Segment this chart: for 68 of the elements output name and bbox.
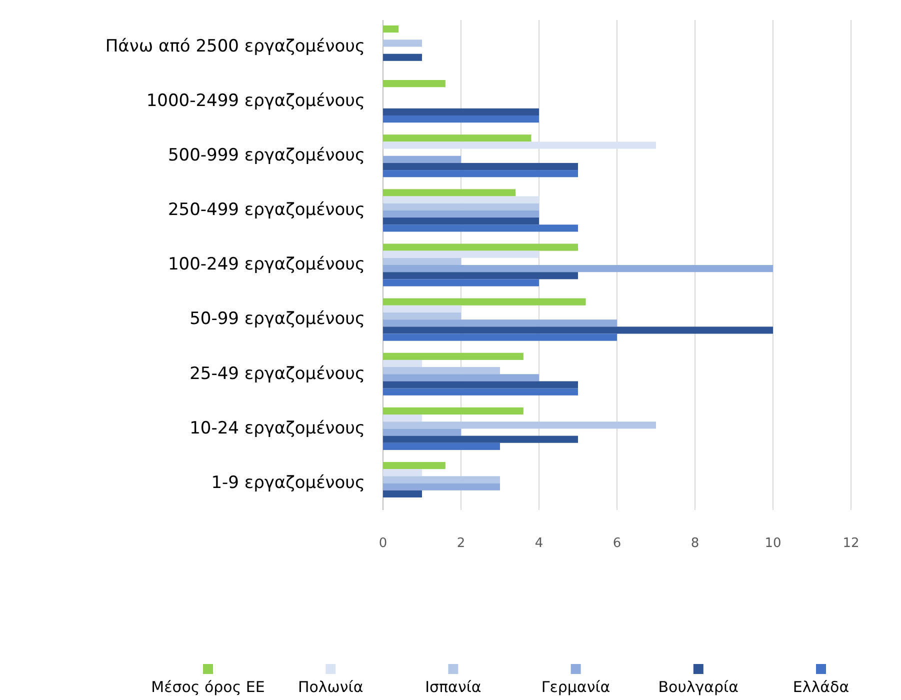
bar — [383, 334, 617, 341]
bar — [383, 305, 461, 312]
bar — [383, 54, 422, 61]
bar — [383, 265, 773, 272]
bar — [383, 272, 578, 280]
bar — [383, 80, 446, 88]
y-tick-label: 1-9 εργαζομένους — [211, 472, 365, 493]
bar — [383, 320, 617, 327]
bar — [383, 388, 578, 396]
y-tick-label: 100-249 εργαζομένους — [168, 254, 365, 275]
x-tick-label: 8 — [690, 536, 700, 551]
bar — [383, 115, 539, 123]
bar — [383, 170, 578, 178]
bar — [383, 352, 524, 360]
bar — [383, 476, 500, 484]
bar — [383, 442, 500, 450]
bar — [383, 224, 578, 232]
y-tick-label: 250-499 εργαζομένους — [168, 200, 365, 220]
x-tick-label: 2 — [456, 536, 466, 551]
bar — [383, 258, 461, 265]
bar — [383, 360, 422, 368]
bar — [383, 142, 656, 149]
bar — [383, 367, 500, 374]
x-tick-label: 0 — [378, 536, 388, 551]
bar — [383, 210, 539, 218]
bar — [383, 279, 539, 286]
y-tick-label: 50-99 εργαζομένους — [190, 309, 365, 330]
x-tick-label: 12 — [842, 536, 860, 551]
bar — [383, 469, 422, 476]
bar — [383, 218, 539, 225]
bar — [383, 381, 578, 388]
legend-label: Ελλάδα — [792, 678, 850, 696]
y-tick-label: Πάνω από 2500 εργαζομένους — [105, 36, 365, 56]
bar — [383, 462, 446, 470]
bar — [383, 196, 539, 204]
y-tick-label: 1000-2499 εργαζομένους — [146, 90, 365, 111]
bar — [383, 156, 461, 163]
bar — [383, 374, 539, 382]
bar — [383, 108, 539, 116]
legend-label: Γερμανία — [541, 678, 610, 696]
bar — [383, 244, 578, 251]
bar — [383, 422, 656, 429]
bar — [383, 203, 539, 210]
bar — [383, 162, 578, 170]
x-tick-label: 6 — [612, 536, 622, 551]
y-tick-label: 500-999 εργαζομένους — [168, 146, 365, 166]
bar — [383, 189, 516, 196]
bar — [383, 428, 461, 436]
legend-label: Βουλγαρία — [658, 678, 739, 696]
y-tick-label: 10-24 εργαζομένους — [190, 418, 365, 438]
bar — [383, 407, 524, 415]
bar — [383, 414, 422, 422]
bar — [383, 326, 773, 334]
bar — [383, 134, 532, 142]
bar — [383, 298, 586, 306]
bar — [383, 483, 500, 490]
bar — [383, 312, 461, 320]
bar — [383, 40, 422, 47]
legend-label: Πολωνία — [298, 678, 364, 696]
bar — [383, 250, 539, 258]
y-tick-label: 25-49 εργαζομένους — [190, 364, 365, 384]
bar — [383, 25, 399, 33]
bar — [383, 490, 422, 498]
x-tick-label: 4 — [534, 536, 544, 551]
legend-label: Ισπανία — [425, 678, 482, 696]
bar — [383, 436, 578, 443]
legend-label: Μέσος όρος ΕΕ — [151, 678, 265, 696]
x-tick-label: 10 — [764, 536, 782, 551]
